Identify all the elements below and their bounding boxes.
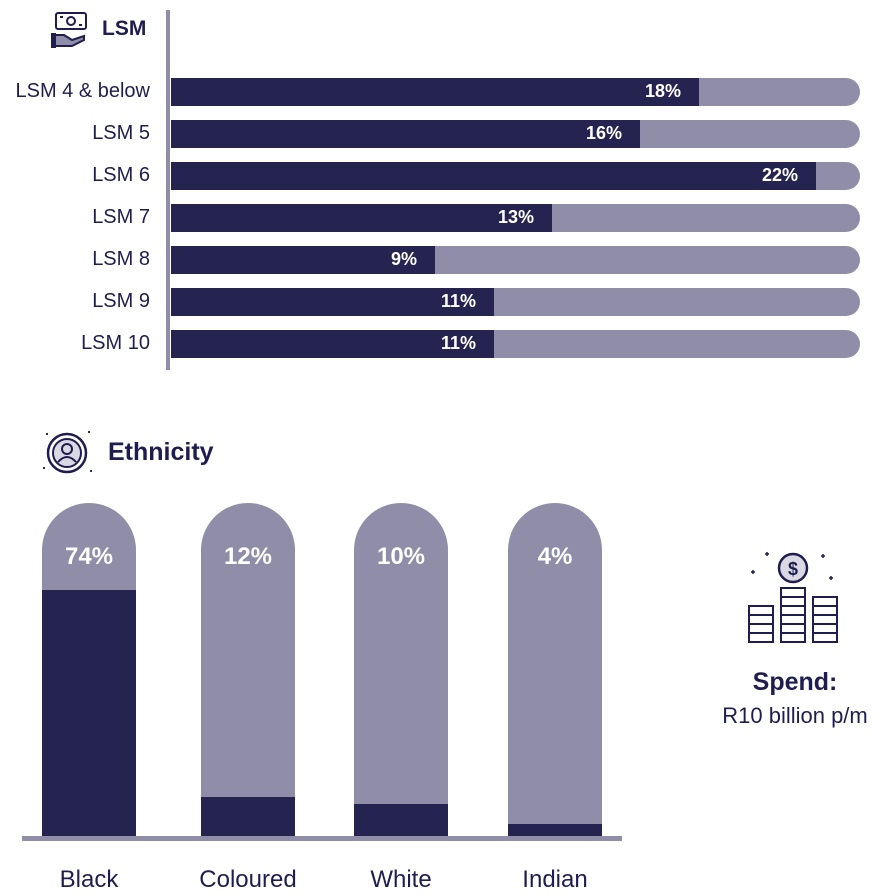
ethnicity-bar-track: 10% — [354, 503, 448, 837]
ethnicity-category-label: Black — [59, 866, 119, 893]
lsm-bar-track: 22% — [171, 162, 860, 190]
ethnicity-title: Ethnicity — [108, 438, 214, 466]
lsm-title: LSM — [102, 17, 147, 40]
lsm-bar-value-label: 16% — [585, 123, 622, 143]
ethnicity-bar — [201, 797, 295, 837]
lsm-category-label: LSM 7 — [92, 206, 150, 228]
lsm-bar-value-label: 13% — [497, 207, 534, 227]
ethnicity-category-label: White — [370, 866, 432, 893]
lsm-bar-value-label: 9% — [390, 249, 417, 269]
lsm-category-label: LSM 9 — [92, 290, 150, 312]
lsm-bar-value-label: 11% — [440, 291, 476, 311]
lsm-bar-track: 16% — [171, 120, 860, 148]
lsm-bar-track: 18% — [171, 78, 860, 106]
ethnicity-bar-value-label: 10% — [376, 543, 426, 570]
lsm-bar — [171, 204, 552, 232]
ethnicity-axis-line — [22, 836, 622, 841]
svg-text:$: $ — [788, 559, 798, 579]
ethnicity-bar — [354, 804, 448, 837]
money-hand-icon — [50, 10, 92, 50]
ethnicity-bar-value-label: 74% — [64, 543, 114, 570]
lsm-category-label: LSM 10 — [81, 332, 150, 354]
ethnicity-bar-value-label: 12% — [223, 543, 273, 570]
lsm-bar — [171, 246, 435, 274]
lsm-bar — [171, 288, 494, 316]
ethnicity-category-label: Indian — [522, 866, 588, 893]
ethnicity-bar-value-label: 4% — [537, 543, 573, 570]
lsm-axis-line — [166, 10, 170, 370]
ethnicity-bar — [508, 824, 602, 837]
ethnicity-bar — [42, 590, 136, 837]
lsm-bar — [171, 120, 640, 148]
lsm-bar-track: 9% — [171, 246, 860, 274]
lsm-bar-track: 13% — [171, 204, 860, 232]
lsm-category-label: LSM 5 — [92, 122, 150, 144]
lsm-bar — [171, 330, 494, 358]
ethnicity-bar-track: 74% — [42, 503, 136, 837]
coin-stacks-icon: $ — [745, 548, 841, 648]
ethnicity-bar-track: 12% — [201, 503, 295, 837]
person-badge-icon — [38, 424, 96, 482]
lsm-category-label: LSM 8 — [92, 248, 150, 270]
ethnicity-bar-track: 4% — [508, 503, 602, 837]
spend-label: Spend: — [752, 668, 838, 696]
lsm-bar — [171, 78, 699, 106]
lsm-bar-track: 11% — [171, 288, 860, 316]
lsm-category-label: LSM 6 — [92, 164, 150, 186]
ethnicity-category-label: Coloured — [199, 866, 297, 893]
lsm-bar — [171, 162, 816, 190]
spend-value: R10 billion p/m — [722, 703, 868, 728]
lsm-bar-value-label: 22% — [761, 165, 798, 185]
lsm-bar-value-label: 18% — [644, 81, 681, 101]
lsm-category-label: LSM 4 & below — [15, 80, 150, 102]
lsm-bar-value-label: 11% — [440, 333, 476, 353]
lsm-bar-track: 11% — [171, 330, 860, 358]
